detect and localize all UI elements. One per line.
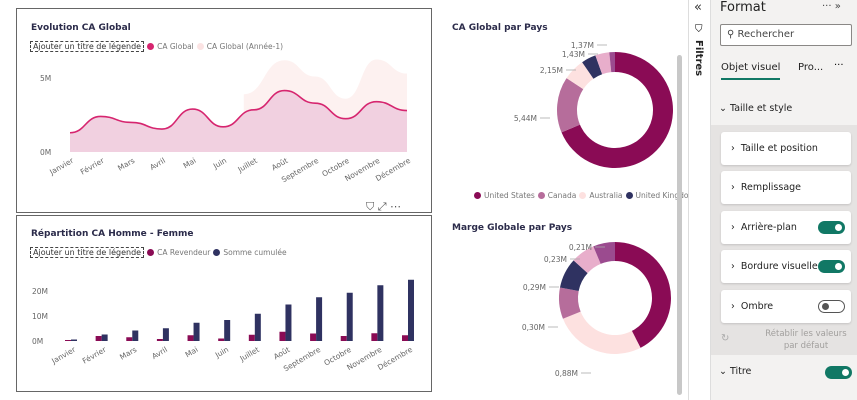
legend: Ajouter un titre de légende CA Revendeur… [30,247,287,258]
legend-item: United States [484,191,535,200]
data-label: 0,29M [523,283,546,292]
legend-item: Canada [547,191,577,200]
data-label: 0,30M [522,323,545,332]
donut-slice [593,242,615,264]
visual-evolution-ca[interactable]: Evolution CA Global Ajouter un titre de … [16,8,432,213]
visual-title: Répartition CA Homme - Femme [31,229,194,239]
toggle-titre[interactable] [825,366,852,379]
section-label: Ombre [740,301,774,312]
reset-icon[interactable]: ↻ [721,333,730,344]
legend-item: CA Global (Année-1) [206,42,284,51]
data-label: 0,88M [555,369,578,378]
data-label: 2,15M [540,66,563,75]
visual-title: Marge Globale par Pays [452,223,573,233]
legend-title[interactable]: Ajouter un titre de légende [30,41,145,52]
filter-icon: ⛉ [695,24,703,35]
section-label: Taille et position [740,143,818,154]
format-title: Format [720,0,766,15]
collapse-icon[interactable]: « [694,0,702,15]
legend: Ajouter un titre de légende CA Global CA… [30,41,283,52]
section-label: Remplissage [740,182,802,193]
donut-slice [566,62,594,90]
more-options-icon[interactable]: ··· » [822,1,841,12]
data-label: 1,37M [571,41,594,50]
legend: United States Canada Australia United Ki… [474,191,696,200]
reset-defaults-link[interactable]: Rétablir les valeurs par défaut [765,329,847,351]
donut-slice [582,55,603,79]
group-taille-et-style[interactable]: ⌄ Taille et style [719,103,793,114]
visual-title: Evolution CA Global [31,23,131,33]
group-label: Titre [729,366,752,377]
report-canvas: Evolution CA Global Ajouter un titre de … [0,0,696,400]
group-label: Taille et style [729,103,793,114]
group-titre[interactable]: ⌄ Titre [719,366,752,377]
donut-slice [559,260,588,292]
toggle-arriere-plan[interactable] [818,221,845,234]
legend-dot [196,43,204,50]
donut-slice [595,52,612,75]
visual-repartition-ca[interactable]: Répartition CA Homme - Femme Ajouter un … [16,215,432,392]
legend-item: Australia [589,191,623,200]
visual-title: CA Global par Pays [452,23,548,33]
legend-dot [474,192,481,199]
legend-item: CA Global [157,42,194,51]
data-label: 0,23M [544,255,567,264]
legend-item: CA Revendeur [157,248,211,257]
filters-label[interactable]: Filtres [693,40,704,77]
section-arriere-plan[interactable]: › Arrière-plan [721,211,851,244]
section-remplissage[interactable]: › Remplissage [721,171,851,204]
donut-slice [615,242,672,348]
donut-slice [562,311,641,354]
search-input[interactable]: ⚲ Rechercher [720,24,852,46]
legend-dot [213,249,221,256]
data-label: 5,44M [514,114,537,123]
section-ombre[interactable]: › Ombre [721,290,851,323]
legend-item: United Kingdom [635,191,696,200]
section-label: Bordure visuelle [740,261,818,272]
legend-title[interactable]: Ajouter un titre de légende [30,247,145,258]
data-label: 0,21M [569,243,592,252]
legend-dot [625,192,633,199]
search-placeholder: Rechercher [737,29,795,40]
donut-slice [561,52,673,168]
legend-item: Somme cumulée [223,248,287,257]
search-icon: ⚲ [727,29,738,40]
section-bordure-visuelle[interactable]: › Bordure visuelle [721,250,851,283]
toggle-bordure[interactable] [818,260,845,273]
format-pane: Format ··· » ⚲ Rechercher Objet visuel P… [710,0,857,400]
toggle-ombre[interactable] [818,300,845,313]
data-label: 1,43M [562,50,585,59]
legend-dot [147,43,155,50]
tabs-more-icon[interactable]: ··· [834,60,844,71]
donut-slice [559,287,581,319]
legend-dot [147,249,155,256]
filters-pane-collapsed[interactable]: « ⛉ Filtres [688,0,710,400]
donut-slice [609,52,615,73]
visual-header-icons[interactable]: ⛉ ⤢ ⋯ [366,200,402,213]
tab-proprietes[interactable]: Pro... [798,62,824,73]
section-taille-position[interactable]: › Taille et position [721,132,851,165]
scrollbar[interactable] [677,55,682,395]
legend-dot [579,192,587,199]
section-label: Arrière-plan [740,222,797,233]
donut-slice [573,246,601,274]
donut-slice [557,78,584,133]
legend-dot [537,192,545,199]
tab-objet-visuel[interactable]: Objet visuel [721,62,781,80]
